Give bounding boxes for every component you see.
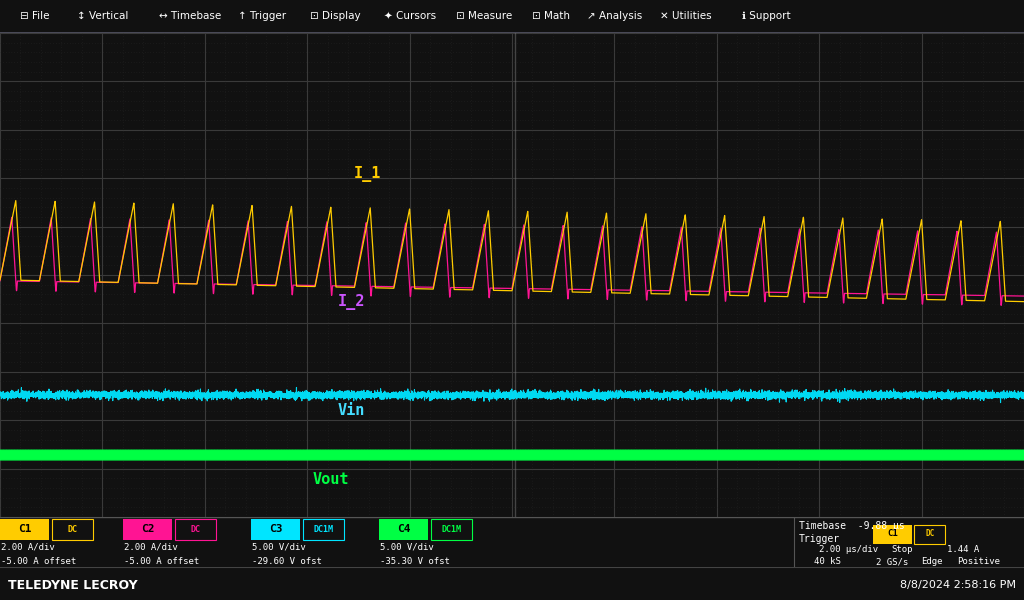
Text: I_1: I_1	[353, 166, 381, 182]
Text: 8/8/2024 2:58:16 PM: 8/8/2024 2:58:16 PM	[900, 580, 1016, 590]
Text: DC: DC	[68, 524, 78, 533]
Bar	[0, 518, 49, 539]
Text: ↕ Vertical: ↕ Vertical	[77, 11, 128, 21]
Text: DC1M: DC1M	[441, 524, 461, 533]
Text: DC: DC	[925, 530, 935, 539]
Text: ⊡ Measure: ⊡ Measure	[456, 11, 512, 21]
Bar	[914, 524, 945, 544]
Text: C4: C4	[397, 524, 411, 534]
Text: DC1M: DC1M	[313, 524, 333, 533]
Text: ✦ Cursors: ✦ Cursors	[384, 11, 436, 21]
Text: DC: DC	[190, 524, 201, 533]
Text: 2.00 μs/div: 2.00 μs/div	[819, 545, 879, 554]
Text: C2: C2	[141, 524, 155, 534]
Bar	[123, 518, 172, 539]
Text: I_2: I_2	[338, 295, 366, 310]
Text: Positive: Positive	[957, 557, 1000, 566]
Text: Vin: Vin	[338, 403, 366, 418]
Text: C1: C1	[18, 524, 32, 534]
Text: Stop: Stop	[891, 545, 912, 554]
Text: 2.00 A/div: 2.00 A/div	[124, 542, 177, 551]
Text: -5.00 A offset: -5.00 A offset	[1, 557, 76, 565]
Text: 5.00 V/div: 5.00 V/div	[252, 542, 305, 551]
Text: TELEDYNE LECROY: TELEDYNE LECROY	[8, 578, 138, 592]
Text: Vout: Vout	[312, 472, 349, 487]
Text: ↑ Trigger: ↑ Trigger	[238, 11, 286, 21]
Bar	[303, 518, 344, 539]
Text: C3: C3	[269, 524, 283, 534]
Text: -29.60 V ofst: -29.60 V ofst	[252, 557, 322, 565]
Text: 2 GS/s: 2 GS/s	[876, 557, 907, 566]
Text: -35.30 V ofst: -35.30 V ofst	[380, 557, 450, 565]
Text: ↔ Timebase: ↔ Timebase	[159, 11, 221, 21]
Bar	[251, 518, 300, 539]
Text: ⊡ Math: ⊡ Math	[532, 11, 570, 21]
Text: Timebase  -9.88 μs: Timebase -9.88 μs	[799, 521, 904, 531]
Text: ✕ Utilities: ✕ Utilities	[660, 11, 712, 21]
Bar	[379, 518, 428, 539]
Bar	[175, 518, 216, 539]
Text: 5.00 V/div: 5.00 V/div	[380, 542, 433, 551]
Text: ⊡ Display: ⊡ Display	[310, 11, 360, 21]
Text: Edge: Edge	[922, 557, 943, 566]
Text: ↗ Analysis: ↗ Analysis	[587, 11, 642, 21]
Bar	[431, 518, 472, 539]
Text: 40 kS: 40 kS	[814, 557, 841, 566]
Text: Trigger: Trigger	[799, 533, 840, 544]
Text: C1: C1	[888, 530, 898, 539]
Text: ⊟ File: ⊟ File	[20, 11, 50, 21]
Text: ℹ Support: ℹ Support	[742, 11, 791, 21]
Text: 1.44 A: 1.44 A	[947, 545, 979, 554]
Text: 2.00 A/div: 2.00 A/div	[1, 542, 54, 551]
Text: -5.00 A offset: -5.00 A offset	[124, 557, 199, 565]
Bar	[52, 518, 93, 539]
Bar	[873, 524, 912, 544]
